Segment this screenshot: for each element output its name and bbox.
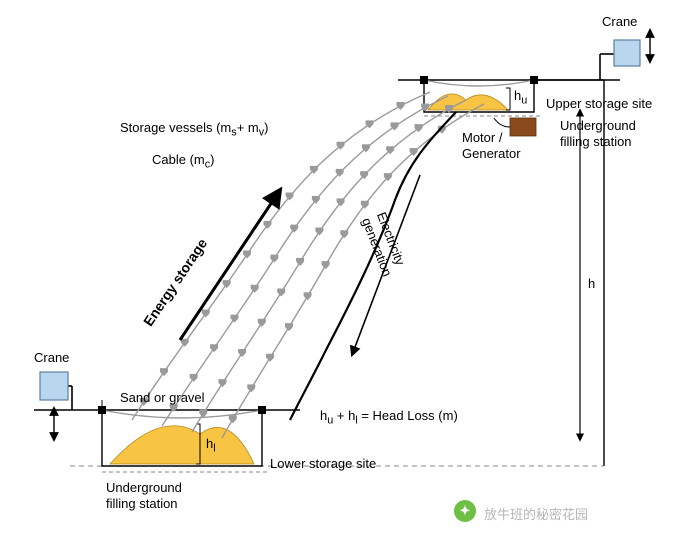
lower-storage-site bbox=[98, 406, 268, 472]
cable-label: Cable (mc) bbox=[152, 152, 215, 172]
sand-gravel-label: Sand or gravel bbox=[120, 390, 205, 406]
motor-generator-label: Motor / Generator bbox=[462, 130, 521, 161]
watermark-logo-icon: ✦ bbox=[454, 500, 476, 522]
crane-icon bbox=[614, 40, 640, 66]
crane-upper bbox=[614, 30, 650, 66]
crane-lower bbox=[40, 372, 68, 440]
head-loss-label: hu + hl = Head Loss (m) bbox=[320, 408, 458, 428]
hu-label: hu bbox=[514, 88, 527, 108]
storage-vessels-label: Storage vessels (ms+ mv) bbox=[120, 120, 269, 140]
hl-label: hl bbox=[206, 436, 216, 456]
crane-upper-label: Crane bbox=[602, 14, 637, 30]
lower-storage-site-label: Lower storage site bbox=[270, 456, 376, 472]
watermark-text: 放牛班的秘密花园 bbox=[484, 504, 588, 523]
underground-lower-label: Underground filling station bbox=[106, 480, 182, 511]
h-label: h bbox=[588, 276, 595, 292]
underground-upper-label: Underground filling station bbox=[560, 118, 636, 149]
head-loss-curve bbox=[290, 112, 456, 420]
crane-icon bbox=[40, 372, 68, 400]
upper-storage-site-label: Upper storage site bbox=[546, 96, 652, 112]
crane-lower-label: Crane bbox=[34, 350, 69, 366]
